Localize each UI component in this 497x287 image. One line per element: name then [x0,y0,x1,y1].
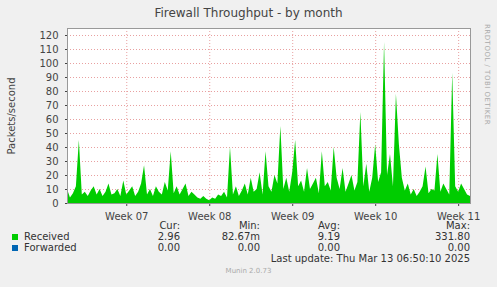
html-text:0.00: 0.00 [447,242,470,253]
svg-text:Week 11: Week 11 [437,211,480,220]
html-text:RRDTOOL / TOBI OETIKER: RRDTOOL / TOBI OETIKER [483,24,491,126]
svg-text:0: 0 [52,198,58,209]
svg-text:Week 09: Week 09 [271,211,314,220]
html-text:Avg:: Avg: [318,220,340,231]
svg-text:20: 20 [46,170,59,181]
svg-text:100: 100 [39,58,58,69]
html-text:Min:: Min: [238,220,260,231]
html-text:Firewall Throughput - by month: Firewall Throughput - by month [154,6,343,20]
svg-text:110: 110 [39,44,58,55]
html-text:Received: Received [24,231,70,242]
svg-text:Week 08: Week 08 [188,211,231,220]
svg-text:10: 10 [46,184,59,195]
svg-text:50: 50 [46,128,59,139]
svg-text:40: 40 [46,142,59,153]
html-text:0.00: 0.00 [317,242,340,253]
html-text:2.96: 2.96 [157,231,180,242]
html-text:0.00: 0.00 [237,242,260,253]
svg-text:Packets/second: Packets/second [6,78,17,155]
html-text:9.19: 9.19 [317,231,340,242]
svg-text:90: 90 [46,72,59,83]
html-text:331.80: 331.80 [435,231,470,242]
html-text:Forwarded: Forwarded [24,242,77,253]
html-text:Cur:: Cur: [159,220,180,231]
svg-text:70: 70 [46,100,59,111]
svg-text:80: 80 [46,86,59,97]
html-text:0.00: 0.00 [157,242,180,253]
svg-text:30: 30 [46,156,59,167]
svg-text:Week 07: Week 07 [105,211,148,220]
svg-text:60: 60 [46,114,59,125]
svg-text:Week 10: Week 10 [354,211,397,220]
html-text:Munin 2.0.73: Munin 2.0.73 [225,267,272,275]
svg-text:120: 120 [39,30,58,41]
html-text:Last update: Thu Mar 13 06:50:: Last update: Thu Mar 13 06:50:10 2025 [270,253,470,264]
html-text:82.67m: 82.67m [221,231,260,242]
html-text:Max:: Max: [446,220,470,231]
